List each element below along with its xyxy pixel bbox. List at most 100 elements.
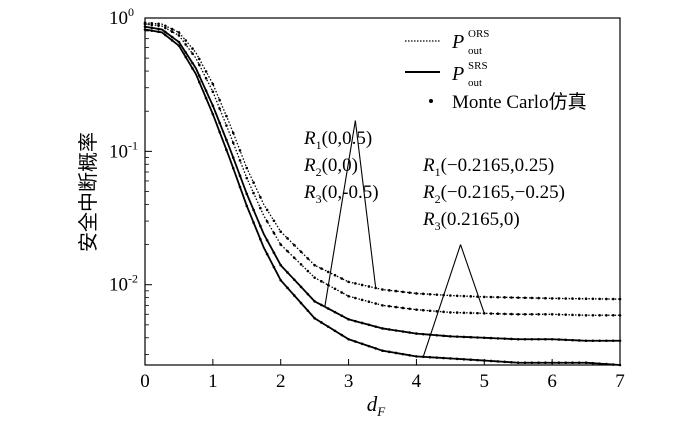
monte-carlo-point (279, 263, 283, 267)
monte-carlo-point (333, 287, 337, 291)
monte-carlo-point (496, 337, 500, 340)
monte-carlo-point (408, 331, 411, 334)
monte-carlo-point (591, 297, 595, 301)
monte-carlo-point (591, 313, 595, 317)
monte-carlo-point (618, 363, 622, 367)
x-tick-label: 0 (140, 371, 150, 392)
monte-carlo-point (605, 297, 608, 301)
monte-carlo-point (211, 104, 215, 107)
monte-carlo-point (313, 263, 316, 267)
monte-carlo-point (415, 308, 418, 311)
monte-carlo-point (177, 44, 181, 47)
monte-carlo-point (510, 360, 513, 364)
monte-carlo-point (306, 269, 310, 273)
annotation-2-line-3: R3(0.2165,0) (422, 209, 520, 233)
monte-carlo-point (333, 329, 337, 333)
monte-carlo-point (510, 337, 513, 341)
monte-carlo-point (292, 294, 296, 297)
monte-carlo-point (374, 325, 378, 328)
monte-carlo-point (252, 181, 255, 184)
monte-carlo-point (333, 310, 337, 314)
monte-carlo-point (245, 204, 249, 208)
monte-carlo-point (550, 361, 554, 365)
monte-carlo-point (550, 312, 554, 316)
monte-carlo-point (197, 57, 201, 61)
monte-carlo-point (482, 295, 486, 299)
monte-carlo-point (150, 26, 154, 30)
monte-carlo-point (510, 312, 513, 316)
monte-carlo-point (320, 303, 323, 307)
monte-carlo-point (347, 318, 350, 321)
monte-carlo-point (394, 351, 398, 355)
monte-carlo-point (530, 361, 534, 365)
monte-carlo-point (197, 80, 201, 84)
monte-carlo-point (435, 333, 439, 337)
monte-carlo-point (550, 337, 554, 341)
monte-carlo-point (326, 325, 330, 328)
monte-carlo-point (584, 313, 588, 317)
monte-carlo-point (387, 289, 391, 292)
monte-carlo-point (455, 294, 459, 298)
monte-carlo-point (605, 339, 608, 343)
monte-carlo-point (564, 297, 568, 300)
monte-carlo-point (170, 30, 174, 33)
monte-carlo-point (421, 308, 425, 312)
monte-carlo-point (245, 166, 249, 170)
monte-carlo-point (455, 335, 459, 338)
legend-label-monte-carlo: Monte Carlo仿真 (452, 91, 587, 113)
monte-carlo-point (374, 302, 378, 305)
monte-carlo-point (544, 296, 547, 300)
monte-carlo-point (557, 361, 561, 365)
monte-carlo-point (428, 355, 432, 359)
monte-carlo-point (299, 263, 303, 266)
monte-carlo-point (489, 312, 493, 315)
monte-carlo-point (387, 328, 391, 331)
annotation-ors-srs-right: R1(−0.2165,0.25) R2(−0.2165,−0.25) R3(0.… (422, 155, 565, 233)
monte-carlo-point (177, 40, 181, 44)
monte-carlo-point (299, 285, 303, 289)
monte-carlo-point (584, 361, 588, 365)
monte-carlo-point (252, 221, 255, 224)
monte-carlo-point (164, 33, 167, 37)
monte-carlo-point (313, 276, 316, 279)
monte-carlo-point (265, 220, 269, 223)
monte-carlo-point (286, 249, 289, 253)
monte-carlo-point (211, 112, 215, 116)
monte-carlo-point (611, 339, 615, 343)
monte-carlo-point (252, 191, 255, 195)
monte-carlo-point (286, 286, 289, 290)
monte-carlo-point (299, 250, 303, 254)
monte-carlo-point (435, 356, 439, 359)
monte-carlo-point (259, 195, 262, 199)
monte-carlo-point (360, 283, 364, 287)
monte-carlo-point (225, 148, 228, 152)
monte-carlo-point (218, 107, 221, 110)
monte-carlo-point (279, 230, 283, 233)
monte-carlo-point (605, 362, 608, 366)
monte-carlo-point (170, 27, 174, 31)
monte-carlo-point (238, 159, 242, 162)
monte-carlo-point (571, 361, 574, 365)
monte-carlo-point (143, 22, 147, 26)
monte-carlo-point (455, 311, 459, 314)
monte-carlo-point (455, 357, 459, 361)
monte-carlo-point (272, 251, 276, 255)
monte-carlo-point (259, 237, 262, 241)
annotation-pointer (460, 244, 485, 314)
monte-carlo-point (225, 124, 228, 127)
monte-carlo-point (347, 337, 350, 341)
legend-label-srs-sub: out (468, 77, 482, 89)
monte-carlo-point (306, 309, 310, 312)
monte-carlo-point (618, 297, 622, 301)
annotation-ors-srs-left: R1(0,0.5) R2(0,0) R3(0,-0.5) (303, 128, 379, 206)
monte-carlo-point (611, 363, 615, 366)
monte-carlo-point (150, 29, 154, 32)
monte-carlo-point (184, 39, 188, 42)
monte-carlo-point (387, 350, 391, 354)
annotation-1-line-1: R1(0,0.5) (303, 128, 372, 152)
monte-carlo-point (449, 294, 452, 297)
monte-carlo-point (442, 356, 445, 360)
monte-carlo-point (204, 89, 208, 93)
monte-carlo-point (320, 280, 323, 283)
monte-carlo-point (299, 301, 303, 305)
